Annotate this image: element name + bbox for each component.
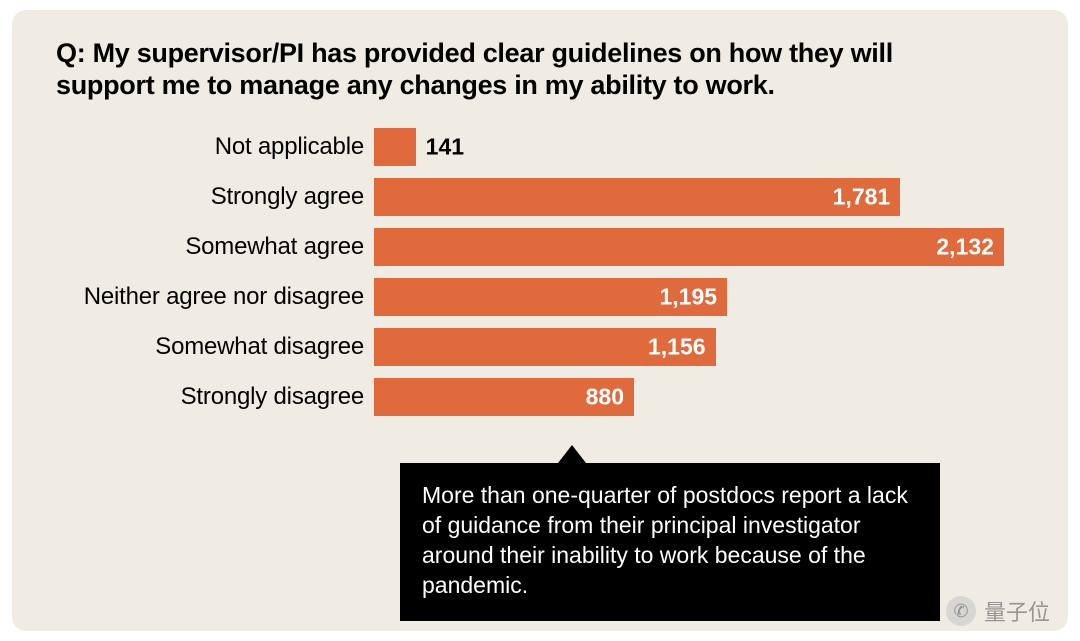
bar-value-label: 1,156 bbox=[648, 333, 706, 360]
callout-box: More than one-quarter of postdocs report… bbox=[400, 463, 940, 621]
bar-value-label: 1,195 bbox=[660, 283, 718, 310]
question-title: Q: My supervisor/PI has provided clear g… bbox=[56, 38, 936, 102]
bar-track: 2,132 bbox=[374, 228, 1024, 266]
chart-canvas: Q: My supervisor/PI has provided clear g… bbox=[0, 0, 1080, 641]
bar-track: 880 bbox=[374, 378, 1024, 416]
bar-value-label: 880 bbox=[586, 383, 624, 410]
category-label: Somewhat agree bbox=[56, 233, 364, 261]
category-label: Somewhat disagree bbox=[56, 333, 364, 361]
bar-value-label: 2,132 bbox=[936, 233, 994, 260]
bar-track: 1,195 bbox=[374, 278, 1024, 316]
bar: 1,195 bbox=[374, 278, 727, 316]
bar-chart: Not applicable 141 Strongly agree 1,781 Some… bbox=[56, 128, 1028, 416]
bar: 141 bbox=[374, 128, 416, 166]
category-label: Strongly agree bbox=[56, 183, 364, 211]
category-label: Not applicable bbox=[56, 133, 364, 161]
bar-track: 1,156 bbox=[374, 328, 1024, 366]
watermark-text: 量子位 bbox=[984, 595, 1050, 627]
category-label: Strongly disagree bbox=[56, 383, 364, 411]
callout-arrow bbox=[558, 445, 586, 463]
bar-value-label: 141 bbox=[426, 133, 464, 160]
wechat-icon: ✆ bbox=[946, 596, 976, 626]
bar-value-label: 1,781 bbox=[833, 183, 891, 210]
watermark: ✆ 量子位 bbox=[946, 595, 1050, 627]
bar: 880 bbox=[374, 378, 634, 416]
category-label: Neither agree nor disagree bbox=[56, 283, 364, 311]
bar-track: 141 bbox=[374, 128, 1024, 166]
bar-track: 1,781 bbox=[374, 178, 1024, 216]
bar: 1,156 bbox=[374, 328, 716, 366]
bar: 2,132 bbox=[374, 228, 1004, 266]
bar: 1,781 bbox=[374, 178, 900, 216]
callout: More than one-quarter of postdocs report… bbox=[400, 445, 940, 621]
